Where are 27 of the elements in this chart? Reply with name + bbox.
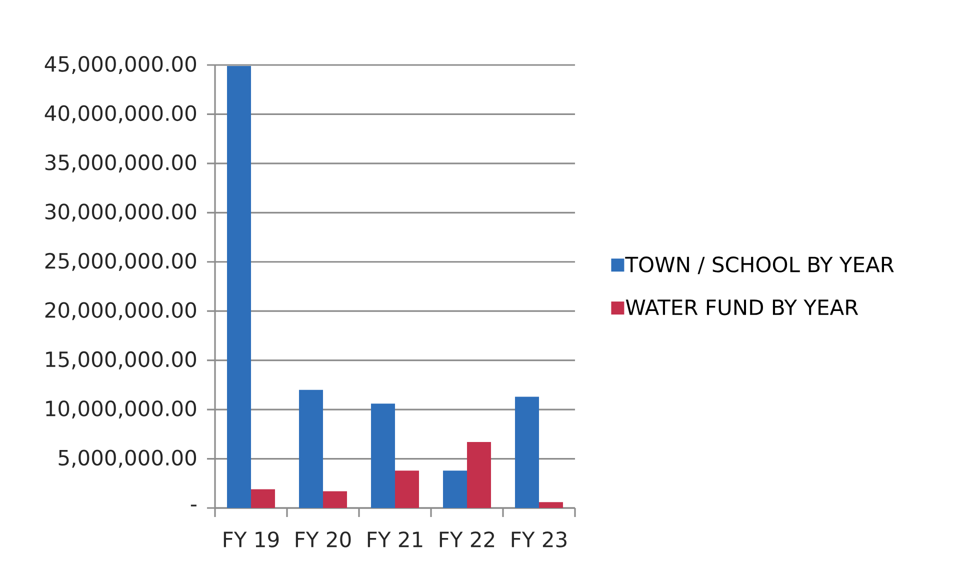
bar — [371, 404, 395, 508]
y-tick-label: 15,000,000.00 — [46, 351, 196, 370]
y-tick-label: 45,000,000.00 — [44, 56, 196, 74]
legend-label: WATER FUND BY YEAR — [626, 300, 858, 316]
bar — [514, 396, 539, 508]
y-tick-label: 25,000,000.00 — [45, 252, 196, 271]
bar — [395, 470, 419, 508]
y-tick-label: 40,000,000.00 — [44, 105, 196, 124]
x-tick-label: FY 20 — [296, 532, 351, 548]
x-tick-label: FY 22 — [440, 532, 494, 548]
bar — [538, 502, 563, 508]
x-tick-label: FY 19 — [224, 532, 279, 548]
bar — [323, 491, 347, 508]
x-tick-label: FY 21 — [368, 532, 422, 548]
bar — [467, 442, 491, 508]
y-tick-label: - — [190, 504, 196, 506]
bar — [299, 390, 324, 508]
x-tick-label: FY 23 — [512, 532, 566, 548]
bar — [443, 470, 467, 508]
bar — [227, 66, 252, 508]
y-tick-label: 20,000,000.00 — [45, 302, 196, 320]
legend-label: TOWN / SCHOOL BY YEAR — [625, 256, 894, 274]
y-tick-label: 10,000,000.00 — [46, 400, 196, 419]
y-tick-label: 5,000,000.00 — [58, 450, 196, 468]
y-tick-label: 30,000,000.00 — [45, 204, 196, 222]
bar — [251, 489, 276, 508]
y-tick-label: 35,000,000.00 — [45, 154, 196, 172]
